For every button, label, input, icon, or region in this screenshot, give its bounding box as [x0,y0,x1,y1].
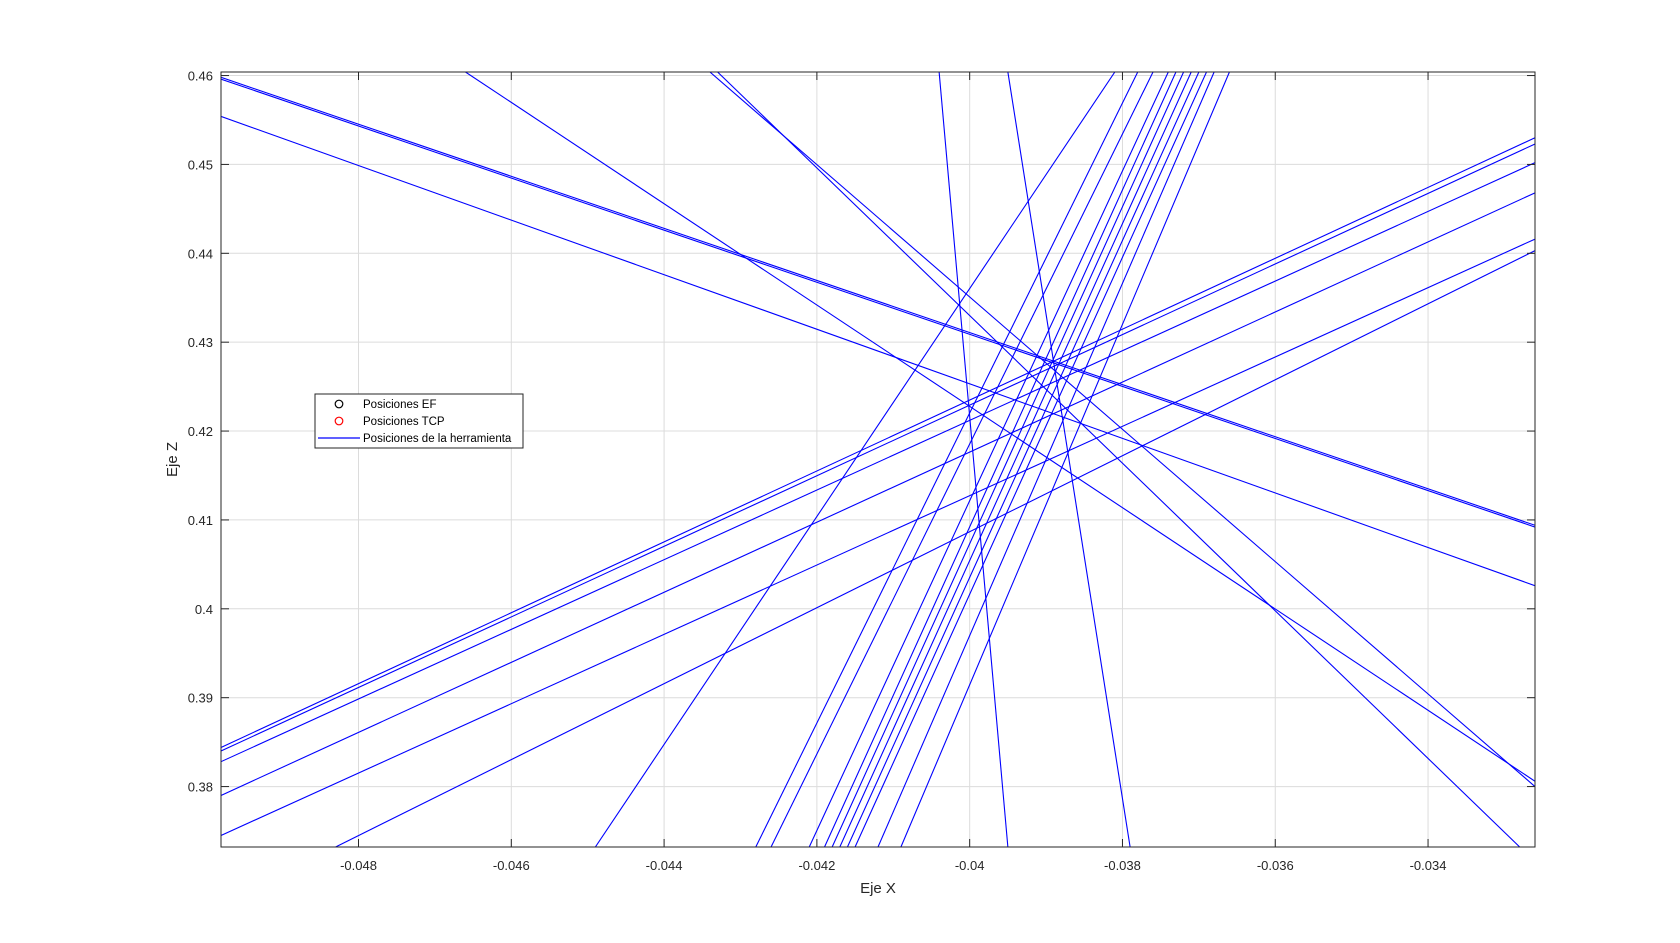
series-line-7 [221,137,1535,748]
x-tick-label: -0.038 [1104,858,1141,873]
legend-marker-posiciones-tcp [334,416,344,426]
y-tick-label: 0.44 [188,246,213,261]
grid [221,72,1535,847]
ticks [221,72,1535,847]
series-line-5 [709,72,1535,787]
legend-label-posiciones-tcp: Posiciones TCP [363,416,445,428]
series-line-21 [854,72,1208,847]
series-line-10 [221,192,1535,796]
legend-label-posiciones-de-la-herramienta: Posiciones de la herramienta [363,433,512,445]
axes-box [220,71,1536,848]
tick-labels: -0.048 -0.046 -0.044 -0.042 -0.04 -0.038 -0.03… [188,69,1447,873]
x-axis-label: Eje X [860,880,896,897]
series-line-4 [465,72,1535,782]
series-line-25 [1007,72,1131,847]
series-line-12 [335,250,1535,847]
series-line-23 [900,72,1230,847]
y-tick-label: 0.39 [188,691,213,706]
series-line-3 [221,115,1535,587]
series-line-1 [221,76,1535,526]
series-line-9 [221,162,1535,763]
legend: Posiciones EF Posiciones TCP Posiciones de… [314,393,524,449]
y-tick-label: 0.4 [195,602,213,617]
series-lines [221,72,1535,847]
series-line-17 [824,72,1177,847]
y-tick-label: 0.42 [188,424,213,439]
y-axis-label: Eje Z [164,442,181,477]
legend-box [314,393,524,449]
x-tick-label: -0.036 [1257,858,1294,873]
series-line-14 [755,72,1139,847]
series-line-11 [221,238,1535,836]
series-line-24 [938,72,1009,847]
plot-area [221,72,1535,847]
y-tick-label: 0.46 [188,69,213,84]
series-line-8 [221,143,1535,752]
y-tick-label: 0.38 [188,780,213,795]
series-line-6 [717,72,1521,847]
x-tick-label: -0.048 [340,858,377,873]
series-line-22 [877,72,1215,847]
y-tick-label: 0.43 [188,335,213,350]
y-tick-label: 0.45 [188,157,213,172]
x-tick-label: -0.046 [493,858,530,873]
series-line-20 [846,72,1200,847]
legend-label-posiciones-ef: Posiciones EF [363,399,437,411]
y-tick-label: 0.41 [188,513,213,528]
series-line-15 [770,72,1154,847]
x-tick-label: -0.044 [646,858,683,873]
series-line-2 [221,78,1535,528]
series-line-19 [839,72,1192,847]
series-line-18 [831,72,1185,847]
x-tick-label: -0.04 [955,858,985,873]
series-line-16 [808,72,1169,847]
legend-marker-posiciones-ef [334,399,344,409]
x-tick-label: -0.034 [1410,858,1447,873]
x-tick-label: -0.042 [798,858,835,873]
